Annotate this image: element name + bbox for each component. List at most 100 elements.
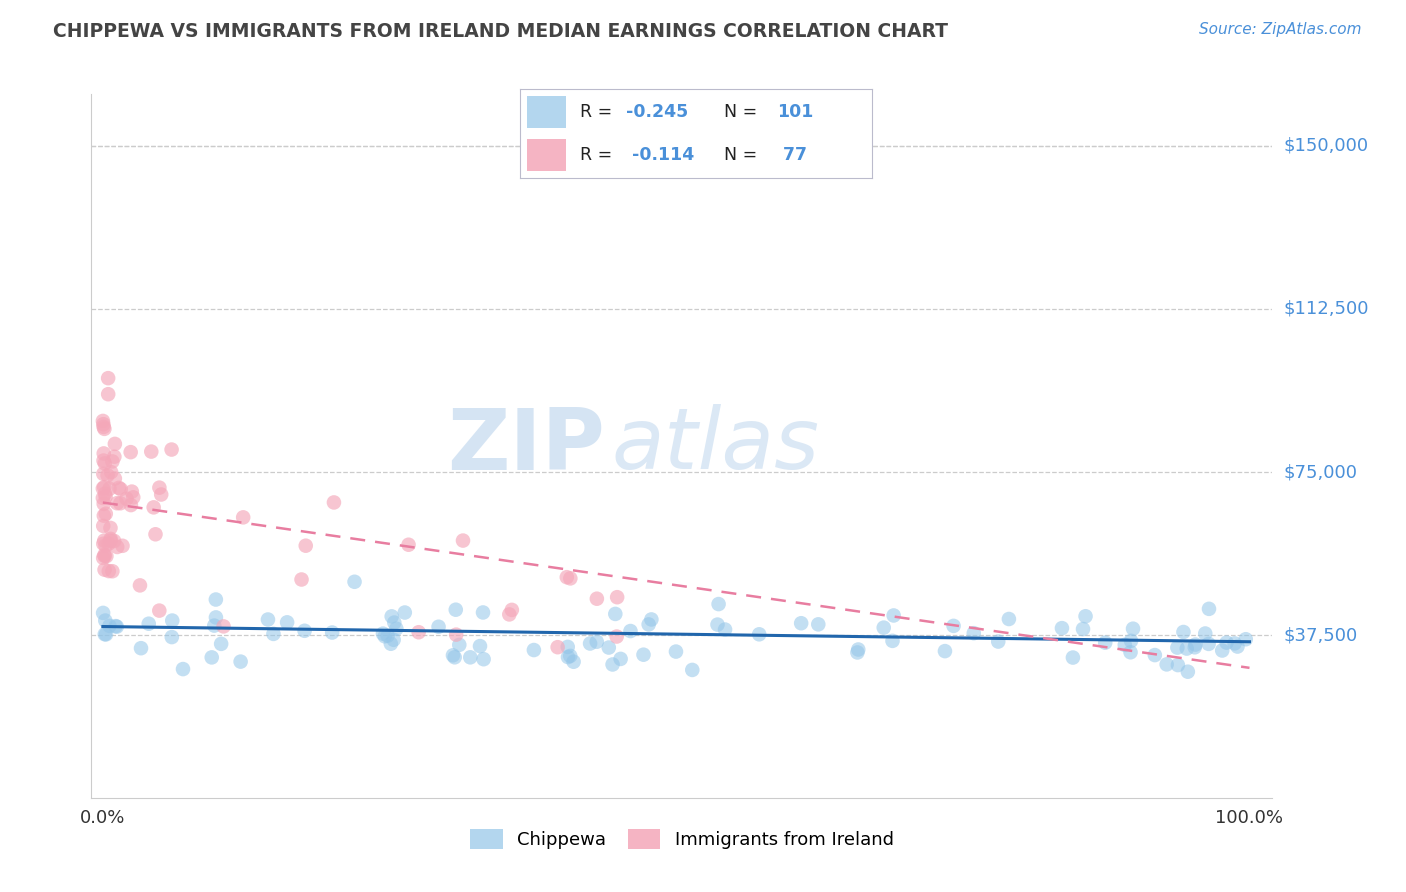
Point [94, 614, 117, 628]
Point [1062, 650, 1084, 665]
Point [633, 648, 655, 662]
Point [381, 609, 404, 624]
Point [93, 453, 115, 467]
Point [121, 484, 143, 499]
Point [707, 597, 730, 611]
Point [98, 619, 121, 633]
Point [1050, 621, 1073, 635]
Text: ZIP: ZIP [447, 404, 605, 488]
Point [257, 613, 280, 627]
Point [160, 630, 183, 644]
Point [714, 623, 737, 637]
Point [97, 537, 120, 551]
Point [323, 495, 346, 509]
Text: R =: R = [581, 103, 617, 121]
Point [605, 607, 627, 621]
Point [963, 626, 986, 640]
FancyBboxPatch shape [527, 139, 567, 171]
Point [101, 454, 124, 468]
Point [374, 629, 396, 643]
Point [443, 650, 465, 665]
Text: -0.114: -0.114 [626, 146, 695, 164]
Point [1114, 638, 1136, 652]
Point [377, 629, 399, 643]
Point [91, 519, 114, 533]
Point [557, 650, 579, 665]
Point [93, 548, 115, 562]
Point [93, 549, 115, 563]
Point [1198, 637, 1220, 651]
Point [94, 490, 117, 504]
Point [150, 487, 173, 501]
Text: Source: ZipAtlas.com: Source: ZipAtlas.com [1198, 22, 1361, 37]
Point [472, 606, 495, 620]
Point [104, 619, 127, 633]
Point [138, 616, 160, 631]
Point [172, 662, 194, 676]
Point [202, 618, 225, 632]
Point [93, 480, 115, 494]
Point [1119, 645, 1142, 659]
Point [579, 636, 602, 650]
Point [93, 417, 115, 432]
Point [444, 627, 467, 641]
Point [122, 491, 145, 505]
Point [93, 533, 115, 548]
Point [100, 465, 122, 479]
Point [103, 533, 125, 548]
Point [103, 450, 125, 464]
Point [93, 420, 115, 434]
Point [96, 549, 118, 564]
Point [547, 640, 569, 655]
Legend: Chippewa, Immigrants from Ireland: Chippewa, Immigrants from Ireland [463, 822, 901, 856]
Point [1071, 622, 1094, 636]
Point [100, 521, 122, 535]
Point [458, 650, 481, 665]
Text: CHIPPEWA VS IMMIGRANTS FROM IRELAND MEDIAN EARNINGS CORRELATION CHART: CHIPPEWA VS IMMIGRANTS FROM IRELAND MEDI… [53, 22, 949, 41]
Point [91, 482, 114, 496]
Point [100, 533, 122, 548]
Point [111, 539, 134, 553]
Point [276, 615, 298, 630]
Point [557, 640, 579, 654]
Point [97, 371, 120, 385]
Point [1143, 648, 1166, 662]
Point [385, 622, 408, 636]
Text: N =: N = [724, 103, 763, 121]
Point [706, 617, 728, 632]
Point [91, 550, 114, 565]
Point [586, 591, 609, 606]
Point [148, 481, 170, 495]
Point [560, 571, 582, 585]
Point [105, 540, 128, 554]
Point [262, 627, 284, 641]
Point [94, 627, 117, 641]
Point [120, 498, 142, 512]
Point [108, 481, 131, 495]
Point [1198, 602, 1220, 616]
Point [142, 500, 165, 515]
Point [602, 657, 624, 672]
Point [598, 640, 620, 655]
Point [555, 570, 578, 584]
Point [148, 604, 170, 618]
Point [91, 537, 114, 551]
Text: 101: 101 [778, 103, 813, 121]
Point [998, 612, 1021, 626]
Point [94, 627, 117, 641]
Point [1167, 658, 1189, 673]
Point [681, 663, 703, 677]
Point [665, 644, 688, 658]
Point [1173, 625, 1195, 640]
Point [382, 615, 405, 630]
Point [585, 634, 607, 648]
Point [205, 592, 228, 607]
Point [104, 437, 127, 451]
Point [609, 652, 631, 666]
Point [441, 648, 464, 663]
Point [94, 486, 117, 500]
Text: $150,000: $150,000 [1284, 136, 1368, 155]
Text: $37,500: $37,500 [1284, 626, 1358, 644]
Point [141, 444, 163, 458]
Point [1119, 633, 1142, 648]
